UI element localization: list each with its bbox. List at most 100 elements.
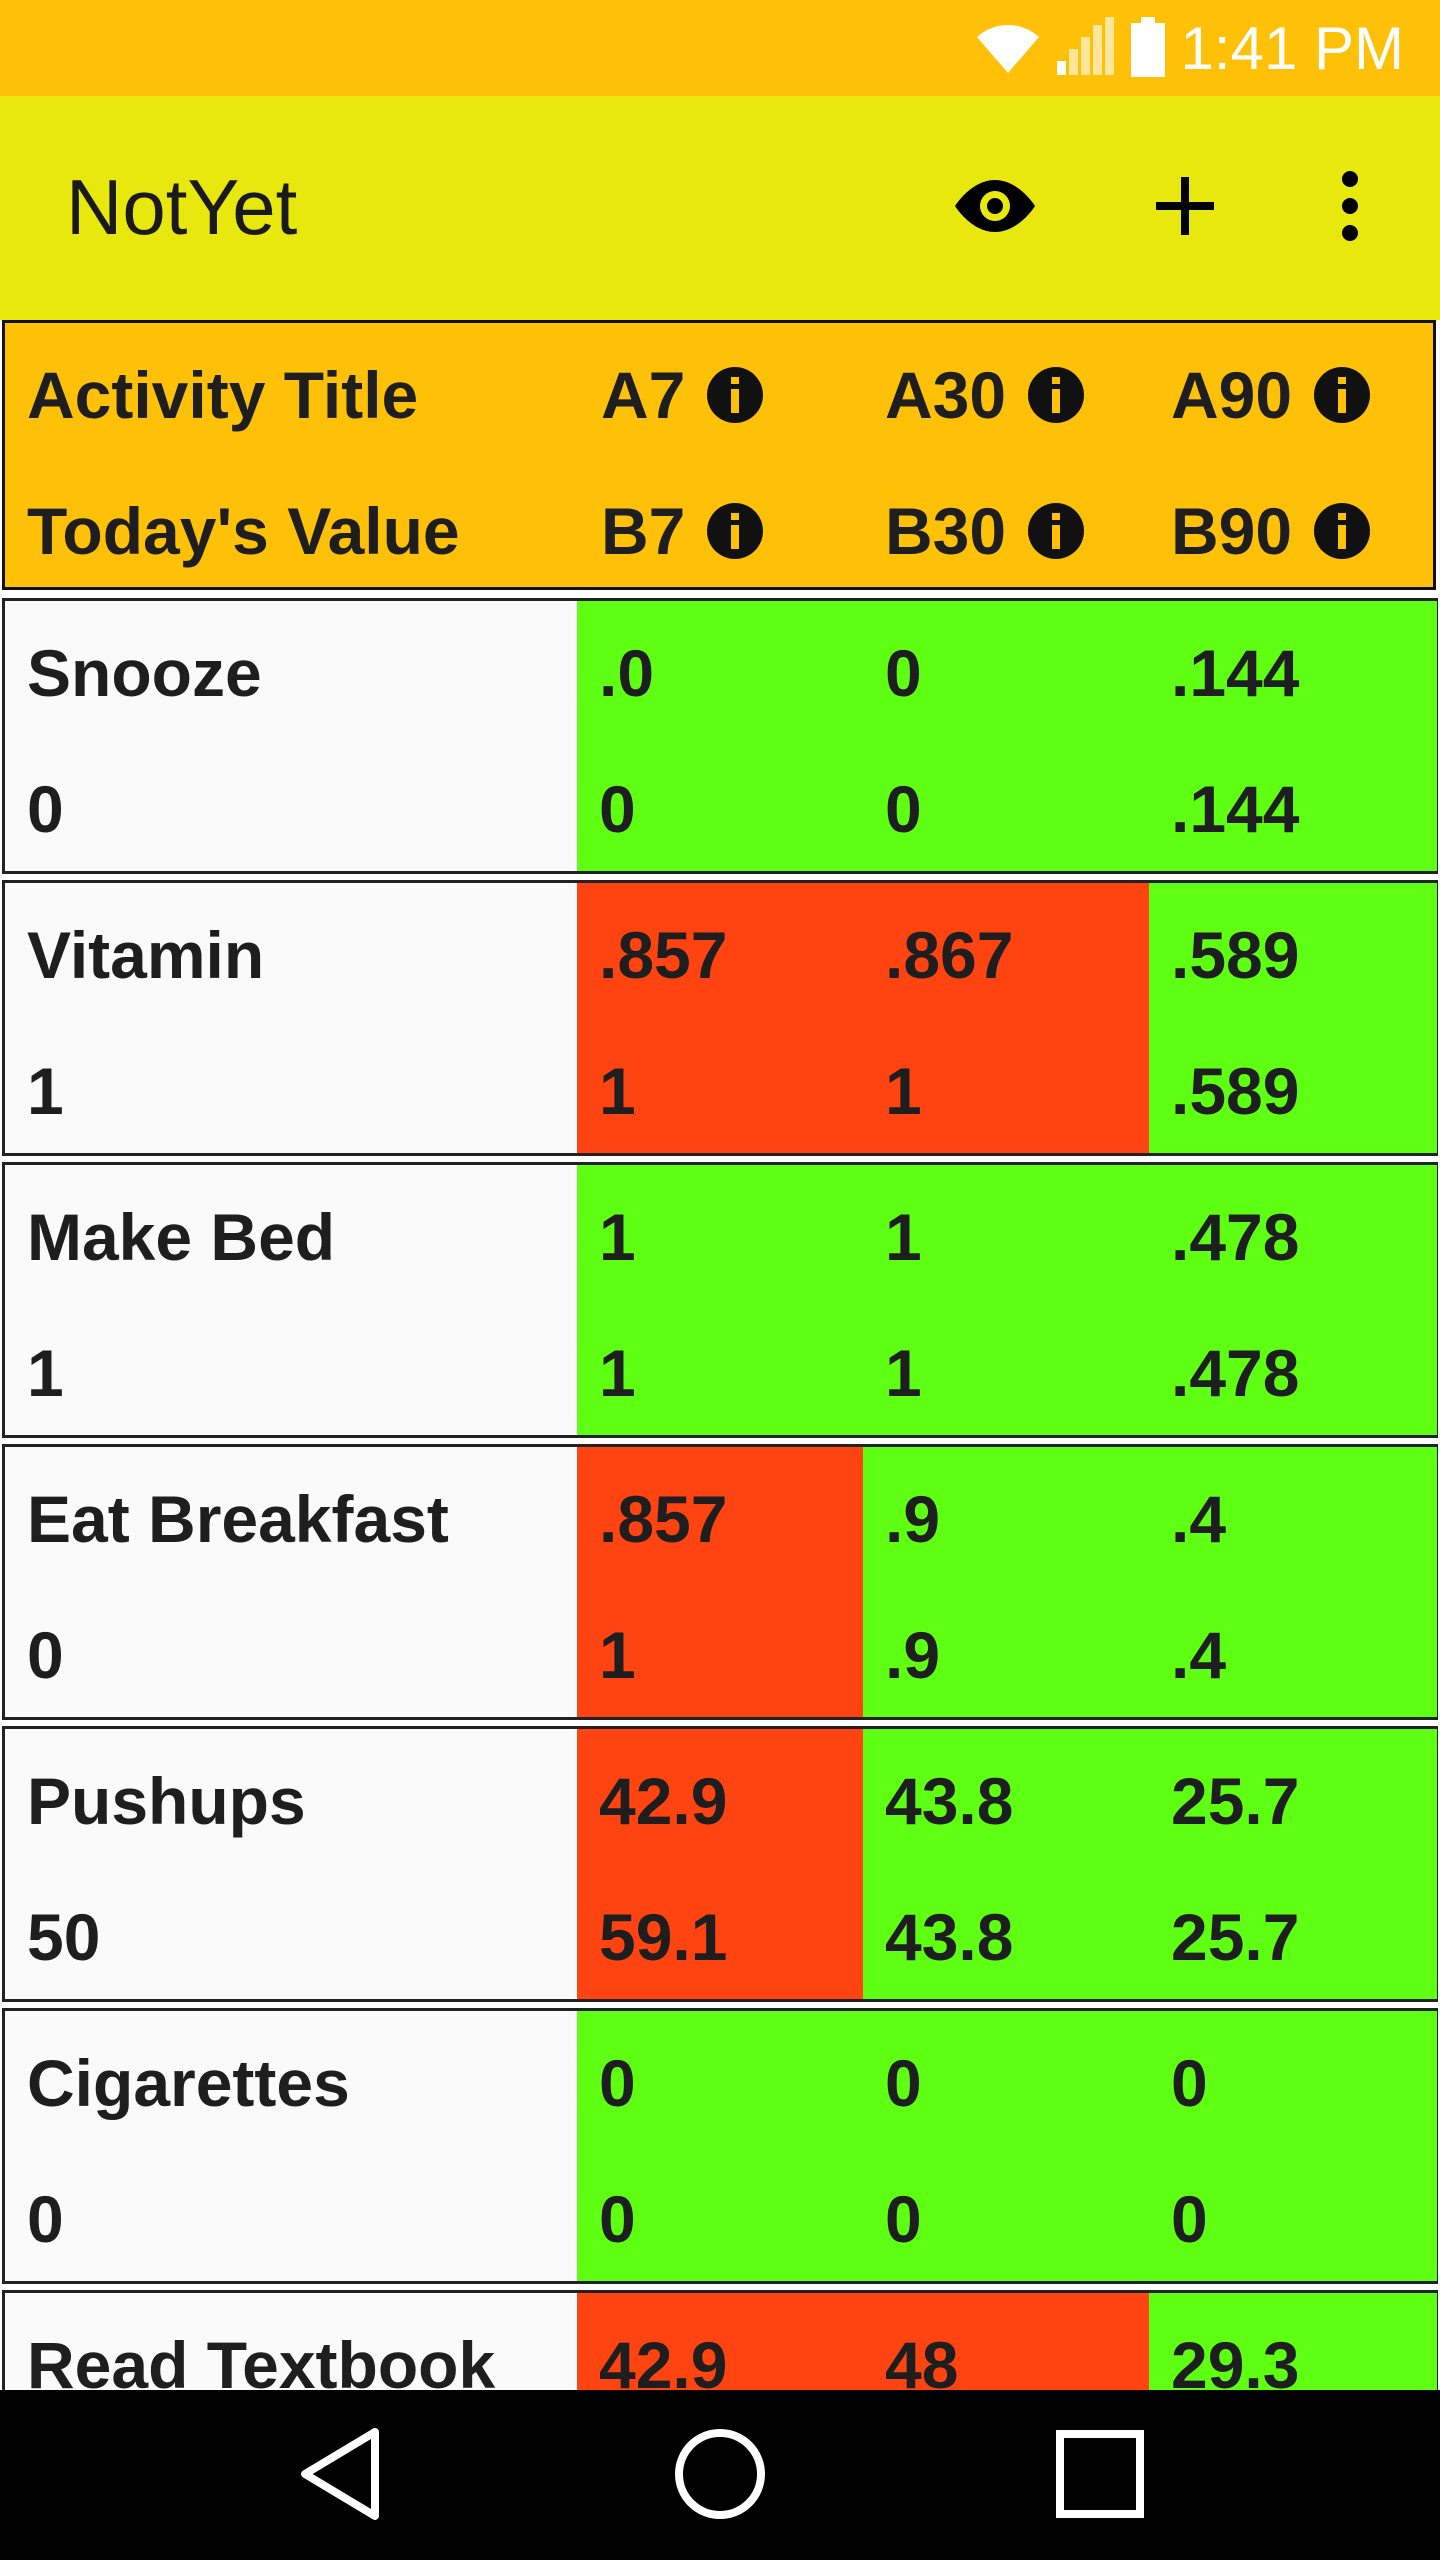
status-cell — [1149, 2011, 1437, 2281]
table-row[interactable]: Make Bed 1 1 1 1 1 .478 .478 — [2, 1162, 1438, 1438]
metric-a-value: 29.3 — [1171, 2328, 1300, 2390]
metric-a-value: .0 — [599, 636, 655, 710]
eye-icon[interactable] — [940, 156, 1050, 256]
status-cell — [1149, 1729, 1437, 1999]
more-vert-icon[interactable] — [1300, 156, 1400, 256]
info-icon[interactable] — [1314, 367, 1371, 423]
table-row[interactable]: Vitamin 1 .857 1 .867 1 .589 .589 — [2, 880, 1438, 1156]
home-icon[interactable] — [660, 2414, 780, 2534]
status-cell — [577, 1729, 863, 1999]
metric-a-value: 48 — [885, 2328, 959, 2390]
metric-a-value: 42.9 — [599, 2328, 728, 2390]
metric-a-value: 43.8 — [885, 1764, 1014, 1838]
status-cell — [863, 2293, 1149, 2390]
signal-icon — [1055, 16, 1115, 82]
status-cell — [1149, 883, 1437, 1153]
activity-title: Pushups — [27, 1764, 306, 1838]
table-row[interactable]: Eat Breakfast 0 .857 1 .9 .9 .4 .4 — [2, 1444, 1438, 1720]
activity-title: Make Bed — [27, 1200, 336, 1274]
metric-a-value: .9 — [885, 1482, 941, 1556]
header-a7[interactable]: A7 — [601, 355, 764, 435]
metric-a-value: 1 — [599, 1200, 636, 1274]
activity-title: Read Textbook — [27, 2328, 496, 2390]
plus-icon[interactable] — [1130, 156, 1240, 256]
status-cell — [1149, 1447, 1437, 1717]
header-b7[interactable]: B7 — [601, 491, 764, 571]
activity-table: Activity Title Today's Value A7 A30 A90 … — [0, 320, 1440, 2390]
metric-a-value: 0 — [885, 2046, 922, 2120]
metric-a-value: .867 — [885, 918, 1014, 992]
metric-a-value: 0 — [599, 2046, 636, 2120]
info-icon[interactable] — [1028, 503, 1085, 559]
metric-b-value: 1 — [599, 1618, 636, 1692]
metric-b-value: 1 — [885, 1054, 922, 1128]
todays-value: 1 — [27, 1336, 64, 1410]
status-cell — [863, 601, 1149, 871]
header-a30[interactable]: A30 — [885, 355, 1085, 435]
metric-a-value: .857 — [599, 1482, 728, 1556]
recents-icon[interactable] — [1040, 2414, 1160, 2534]
todays-value: 0 — [27, 2182, 64, 2256]
battery-icon — [1129, 16, 1167, 82]
metric-a-value: 25.7 — [1171, 1764, 1300, 1838]
metric-a-value: .144 — [1171, 636, 1300, 710]
metric-b-value: 1 — [885, 1336, 922, 1410]
status-cell — [1149, 601, 1437, 871]
status-cell — [577, 1447, 863, 1717]
metric-b-value: 59.1 — [599, 1900, 728, 1974]
activity-title: Vitamin — [27, 918, 265, 992]
status-cell — [863, 1729, 1149, 1999]
metric-b-value: 0 — [885, 2182, 922, 2256]
metric-b-value: 25.7 — [1171, 1900, 1300, 1974]
status-cell — [577, 1165, 863, 1435]
app-bar: NotYet — [0, 96, 1440, 320]
metric-b-value: .9 — [885, 1618, 941, 1692]
table-row[interactable]: Cigarettes 0 0 0 0 0 0 0 — [2, 2008, 1438, 2284]
todays-value: 1 — [27, 1054, 64, 1128]
metric-b-value: 1 — [599, 1336, 636, 1410]
info-icon[interactable] — [1314, 503, 1371, 559]
status-cell — [863, 2011, 1149, 2281]
navigation-bar — [0, 2392, 1440, 2560]
header-activity-title: Activity Title — [27, 358, 419, 432]
table-row[interactable]: Read Textbook 42.9 48 29.3 — [2, 2290, 1438, 2390]
back-icon[interactable] — [280, 2414, 400, 2534]
metric-b-value: 0 — [599, 772, 636, 846]
metric-a-value: 0 — [885, 636, 922, 710]
metric-b-value: 0 — [885, 772, 922, 846]
header-a90[interactable]: A90 — [1171, 355, 1371, 435]
status-cell — [1149, 1165, 1437, 1435]
status-cell — [863, 883, 1149, 1153]
metric-b-value: 43.8 — [885, 1900, 1014, 1974]
metric-b-value: .144 — [1171, 772, 1300, 846]
activity-title: Cigarettes — [27, 2046, 350, 2120]
table-row[interactable]: Snooze 0 .0 0 0 0 .144 .144 — [2, 598, 1438, 874]
metric-a-value: 1 — [885, 1200, 922, 1274]
todays-value: 50 — [27, 1900, 101, 1974]
status-cell — [863, 1447, 1149, 1717]
activity-title: Snooze — [27, 636, 262, 710]
table-row[interactable]: Pushups 50 42.9 59.1 43.8 43.8 25.7 25.7 — [2, 1726, 1438, 2002]
metric-b-value: .589 — [1171, 1054, 1300, 1128]
metric-b-value: .478 — [1171, 1336, 1300, 1410]
wifi-icon — [975, 19, 1041, 80]
info-icon[interactable] — [707, 367, 764, 423]
status-cell — [863, 1165, 1149, 1435]
info-icon[interactable] — [1028, 367, 1085, 423]
metric-a-value: 0 — [1171, 2046, 1208, 2120]
table-header: Activity Title Today's Value A7 A30 A90 … — [2, 320, 1436, 590]
header-b90[interactable]: B90 — [1171, 491, 1371, 571]
info-icon[interactable] — [707, 503, 764, 559]
header-todays-value: Today's Value — [27, 494, 460, 568]
metric-a-value: .589 — [1171, 918, 1300, 992]
metric-a-value: 42.9 — [599, 1764, 728, 1838]
status-cell — [577, 2011, 863, 2281]
header-b30[interactable]: B30 — [885, 491, 1085, 571]
app-title: NotYet — [66, 163, 298, 251]
metric-b-value: 0 — [1171, 2182, 1208, 2256]
status-time: 1:41 PM — [1180, 15, 1404, 82]
todays-value: 0 — [27, 1618, 64, 1692]
activity-title: Eat Breakfast — [27, 1482, 449, 1556]
status-cell — [577, 2293, 863, 2390]
status-cell — [577, 883, 863, 1153]
